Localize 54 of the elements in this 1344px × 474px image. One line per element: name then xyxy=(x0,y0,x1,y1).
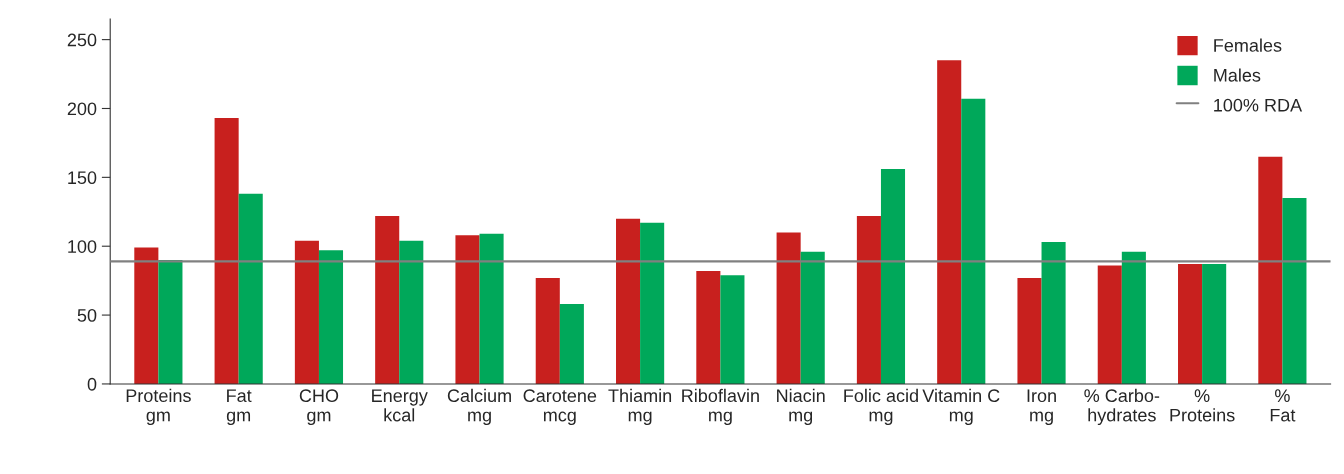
bar xyxy=(776,232,801,384)
x-tick-label: % Proteins xyxy=(1170,389,1235,422)
bar xyxy=(1097,265,1122,384)
bar xyxy=(1121,251,1146,384)
bar xyxy=(616,218,641,384)
bar xyxy=(640,222,665,384)
bar xyxy=(455,235,480,384)
x-tick-label: Fat gm xyxy=(226,389,252,426)
bar xyxy=(134,247,159,384)
legend-label: Females xyxy=(1214,38,1282,52)
y-tick-label: 250 xyxy=(67,33,97,47)
y-tick-label: 50 xyxy=(77,309,97,322)
bar xyxy=(1202,264,1227,384)
y-tick-label: 150 xyxy=(68,171,97,185)
x-tick-label: Carotene mcg xyxy=(523,389,597,426)
x-tick-label: Calcium mg xyxy=(447,388,511,426)
bar xyxy=(880,169,906,384)
x-tick-label: Vitamin C mg xyxy=(922,388,1000,426)
x-tick-label: CHO gm xyxy=(299,389,339,426)
bar xyxy=(1178,264,1203,384)
x-tick-label: Folic acid mg xyxy=(844,388,918,426)
bar xyxy=(294,240,319,384)
bar xyxy=(399,240,424,384)
bar xyxy=(937,60,962,384)
bar xyxy=(1258,156,1283,384)
x-tick-label: Proteins gm xyxy=(126,388,191,426)
bar xyxy=(238,193,263,384)
bar xyxy=(479,233,504,384)
x-tick-label: Energy kcal xyxy=(372,389,428,422)
bar xyxy=(559,304,584,384)
bar xyxy=(856,215,881,384)
bar xyxy=(800,251,825,384)
x-tick-label: Riboflavin mg xyxy=(682,388,759,426)
x-tick-label: Thiamin mg xyxy=(608,388,672,426)
y-tick-label: 100 xyxy=(68,240,97,253)
y-tick-label: 200 xyxy=(67,102,97,116)
bar xyxy=(1041,242,1066,384)
bar xyxy=(375,215,400,384)
bar xyxy=(214,118,239,384)
y-tick-label: 0 xyxy=(87,377,97,391)
bar xyxy=(1282,198,1307,384)
bar xyxy=(318,250,344,384)
legend-label: 100% RDA xyxy=(1214,98,1303,112)
x-tick-label: Niacin mg xyxy=(777,388,825,426)
bar xyxy=(158,259,183,384)
x-tick-label: % Fat xyxy=(1270,389,1296,422)
x-tick-label: Iron mg xyxy=(1027,389,1056,426)
legend-label: Males xyxy=(1214,68,1261,82)
bar xyxy=(1017,277,1042,384)
bar xyxy=(720,275,745,384)
bar xyxy=(961,98,986,384)
bar xyxy=(696,271,721,384)
x-tick-label: % Carbo- hydrates xyxy=(1084,388,1160,426)
bar xyxy=(535,277,560,384)
